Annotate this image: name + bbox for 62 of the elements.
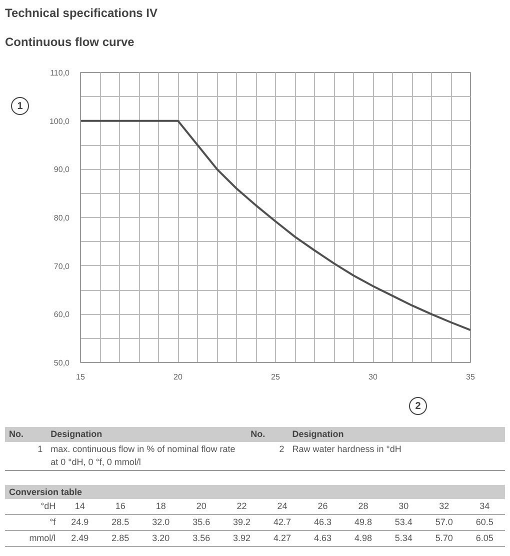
text: 28 xyxy=(342,499,384,515)
text: Designation xyxy=(46,427,247,442)
text: 3.92 xyxy=(222,530,262,546)
chart-title: Technical specifications IV xyxy=(5,5,158,22)
text: 24 xyxy=(262,499,302,515)
line-series xyxy=(80,120,470,332)
text: 22 xyxy=(222,499,262,515)
text: 46.3 xyxy=(302,514,343,531)
text: 4.63 xyxy=(302,530,343,546)
y-tick-label: 60,0 xyxy=(54,310,70,320)
text: 30 xyxy=(383,499,424,515)
y-tick-label: 90,0 xyxy=(54,165,70,174)
text: 2 xyxy=(278,442,286,456)
text: 42.7 xyxy=(262,514,302,531)
text: 39.2 xyxy=(222,514,262,531)
chart-subtitle: Continuous flow curve xyxy=(5,34,136,52)
text: 4.98 xyxy=(342,530,384,546)
x-tick-label: 25 xyxy=(271,372,280,382)
text: 32 xyxy=(424,499,464,515)
text: 20 xyxy=(181,499,222,515)
text: Conversion table xyxy=(5,484,505,500)
text: 3.20 xyxy=(140,530,182,546)
text: 14 xyxy=(60,499,100,515)
text: 5.70 xyxy=(424,530,464,546)
text: 6.05 xyxy=(464,530,505,546)
x-axis-title: 2 xyxy=(409,397,427,415)
text: 28.5 xyxy=(100,514,141,531)
text: °f xyxy=(5,514,60,531)
text: 5.34 xyxy=(383,530,424,546)
y-tick-label: 50,0 xyxy=(54,358,70,368)
y-tick-label: 80,0 xyxy=(54,214,70,222)
x-tick-label: 35 xyxy=(466,372,476,382)
text: 49.8 xyxy=(342,514,384,531)
text: 24.9 xyxy=(60,514,100,531)
text: 26 xyxy=(302,499,343,515)
text: 2.85 xyxy=(100,530,141,546)
y-tick-label: 110,0 xyxy=(50,68,70,78)
text: 16 xyxy=(100,499,141,515)
text: 32.0 xyxy=(140,514,182,531)
text: 60.5 xyxy=(464,514,505,531)
text: 3.56 xyxy=(181,530,222,546)
text: 4.27 xyxy=(262,530,302,546)
text: 57.0 xyxy=(424,514,464,531)
x-tick-label: 30 xyxy=(368,372,378,382)
text: Raw water hardness in °dH xyxy=(291,442,402,456)
text: 35.6 xyxy=(181,514,222,531)
text: 34 xyxy=(464,499,505,515)
text: 2.49 xyxy=(60,530,100,546)
text: max. continuous flow in % of nominal flow rate at 0 °dH, 0 °f, 0 mmol/l xyxy=(50,442,236,469)
x-tick-label: 15 xyxy=(76,372,86,382)
text: mmol/l xyxy=(5,530,60,546)
y-tick-label: 100,0 xyxy=(49,116,70,126)
text: 1 xyxy=(36,442,44,456)
text: 53.4 xyxy=(383,514,424,531)
y-tick-label: 70,0 xyxy=(54,262,70,271)
text: °dH xyxy=(5,499,60,515)
text: 18 xyxy=(140,499,182,515)
text: No. xyxy=(246,427,288,442)
x-tick-label: 20 xyxy=(174,372,183,382)
y-axis-title: 1 xyxy=(11,97,29,115)
text: Designation xyxy=(288,427,505,442)
text: No. xyxy=(5,427,47,442)
